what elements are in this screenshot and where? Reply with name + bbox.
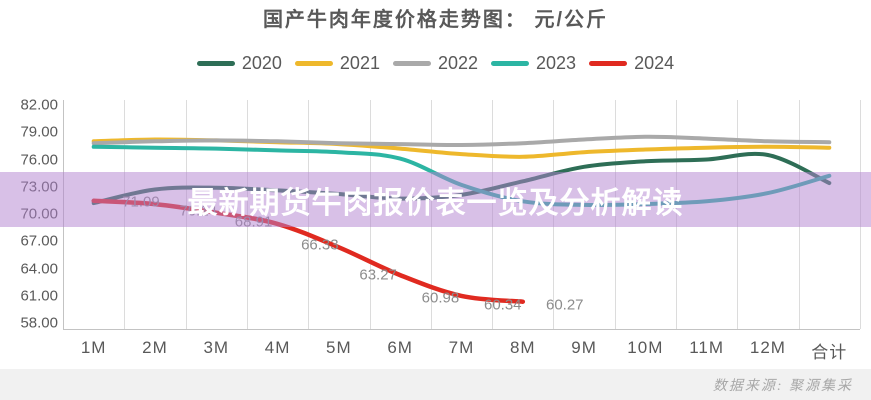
point-value-label: 60.27: [545, 296, 584, 314]
x-axis-tick-label: 11M: [689, 338, 725, 357]
y-axis-tick-label: 67.00: [20, 232, 58, 250]
legend-label: 2023: [536, 52, 577, 73]
legend-label: 2024: [634, 52, 675, 73]
x-axis-tick-label: 2M: [142, 338, 168, 357]
y-axis-tick-label: 82.00: [20, 96, 58, 114]
x-axis-tick-label: 3M: [203, 338, 230, 357]
headline-banner[interactable]: 最新期货牛肉报价表一览及分析解读: [0, 172, 871, 227]
x-axis-tick-label: 合计: [811, 343, 848, 362]
x-axis-tick-label: 9M: [571, 338, 597, 357]
footer-strip: 数据来源: 聚源集采: [0, 369, 871, 400]
x-axis-tick-label: 5M: [326, 338, 352, 357]
x-axis-tick-label: 8M: [509, 338, 536, 357]
point-value-label: 60.98: [421, 289, 460, 307]
x-axis-tick-label: 12M: [749, 338, 786, 357]
legend-label: 2020: [241, 52, 282, 73]
headline-text: 最新期货牛肉报价表一览及分析解读: [187, 186, 684, 220]
legend-line-swatch: [392, 60, 431, 66]
legend-item-2023: 2023: [491, 53, 576, 74]
point-value-label: 66.33: [301, 236, 339, 254]
legend-label: 2022: [437, 52, 479, 73]
y-axis-tick-label: 61.00: [20, 287, 58, 305]
legend-item-2021: 2021: [294, 52, 380, 74]
legend-item-2022: 2022: [392, 52, 479, 74]
x-axis-tick-label: 7M: [448, 338, 475, 357]
x-axis-tick-label: 1M: [80, 338, 107, 357]
point-value-label: 63.27: [359, 266, 397, 284]
y-axis-tick-label: 79.00: [20, 123, 58, 141]
x-axis-tick-label: 6M: [387, 338, 413, 357]
point-value-label: 60.34: [483, 296, 522, 314]
legend-line-swatch: [294, 60, 333, 66]
legend-line-swatch: [196, 60, 235, 66]
legend-item-2024: 2024: [589, 53, 674, 74]
series-line-2022: [91, 134, 832, 148]
x-axis-tick-label: 4M: [264, 338, 291, 357]
data-source-text: 数据来源: 聚源集采: [712, 378, 853, 394]
y-axis-tick-label: 76.00: [20, 151, 58, 168]
legend-label: 2021: [339, 52, 380, 73]
chart-legend: 2020 2021 2022 2023 2024: [0, 53, 871, 73]
y-axis-tick-label: 64.00: [20, 260, 58, 277]
y-axis-tick-label: 58.00: [20, 314, 58, 332]
legend-line-swatch: [589, 60, 628, 66]
legend-item-2020: 2020: [196, 52, 282, 74]
chart-title: 国产牛肉年度价格走势图： 元/公斤: [262, 9, 609, 31]
legend-line-swatch: [491, 60, 530, 66]
x-axis-tick-label: 10M: [627, 338, 664, 357]
x-axis-line: [63, 329, 860, 330]
